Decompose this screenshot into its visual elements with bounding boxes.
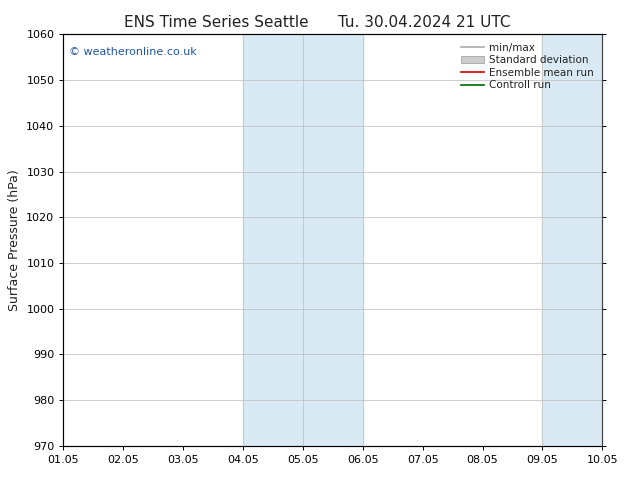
Legend: min/max, Standard deviation, Ensemble mean run, Controll run: min/max, Standard deviation, Ensemble me… xyxy=(458,40,597,94)
Text: ENS Time Series Seattle      Tu. 30.04.2024 21 UTC: ENS Time Series Seattle Tu. 30.04.2024 2… xyxy=(124,15,510,30)
Bar xyxy=(543,34,602,446)
Bar xyxy=(243,34,363,446)
Y-axis label: Surface Pressure (hPa): Surface Pressure (hPa) xyxy=(8,169,21,311)
Text: © weatheronline.co.uk: © weatheronline.co.uk xyxy=(68,47,197,57)
